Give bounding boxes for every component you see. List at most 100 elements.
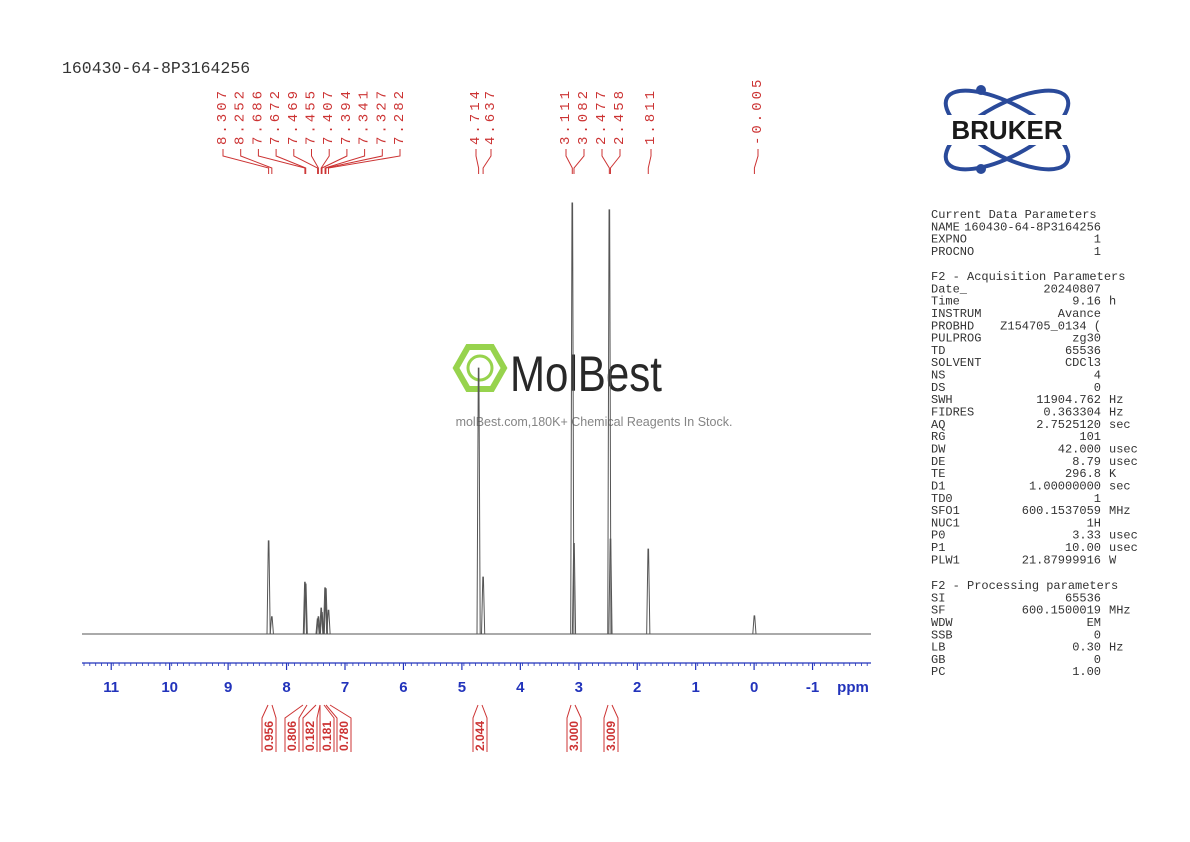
param-name: D1 xyxy=(931,479,945,493)
integral-label: 0.806 xyxy=(285,721,299,751)
x-tick-label: 1 xyxy=(691,679,699,696)
param-name: AQ xyxy=(931,418,945,432)
param-value: 3.33 xyxy=(1072,529,1101,543)
peak-connector xyxy=(325,149,383,174)
peak-label: 7.455 xyxy=(304,88,320,145)
peak-label: 7.686 xyxy=(250,88,266,145)
param-value: 160430-64-8P3164256 xyxy=(964,220,1101,234)
param-unit: usec xyxy=(1109,529,1138,543)
param-name: P0 xyxy=(931,529,945,543)
param-value: 9.16 xyxy=(1072,295,1101,309)
integral-bracket xyxy=(566,704,582,752)
peak-label: 7.282 xyxy=(392,88,408,145)
param-value: 1 xyxy=(1094,492,1101,506)
peak-label: 8.307 xyxy=(215,88,231,145)
peak xyxy=(608,538,613,635)
x-axis-label: ppm xyxy=(837,679,869,696)
peak-label: 4.714 xyxy=(468,88,484,145)
param-value: 21.87999916 xyxy=(1022,553,1101,567)
section-title: Current Data Parameters xyxy=(931,208,1097,222)
x-tick-label: 7 xyxy=(341,679,349,696)
peak xyxy=(266,540,271,635)
integral-bracket xyxy=(284,704,308,752)
peak-label: 1.811 xyxy=(643,88,659,145)
watermark-brand: MolBest xyxy=(510,346,662,402)
param-unit: sec xyxy=(1109,479,1131,493)
param-value: 10.00 xyxy=(1065,541,1101,555)
param-unit: usec xyxy=(1109,442,1138,456)
peak xyxy=(326,609,331,635)
param-name: P1 xyxy=(931,541,945,555)
x-tick-label: 0 xyxy=(750,679,758,696)
x-tick-label: 10 xyxy=(161,679,178,696)
param-value: 0 xyxy=(1094,653,1101,667)
param-value: 600.1500019 xyxy=(1022,604,1101,618)
param-name: TD xyxy=(931,344,945,358)
peak-connector xyxy=(753,149,759,174)
param-value: 600.1537059 xyxy=(1022,504,1101,518)
param-name: Time xyxy=(931,295,960,309)
peak-label: 7.469 xyxy=(286,88,302,145)
param-name: LB xyxy=(931,641,945,655)
integral-label: 0.181 xyxy=(320,721,334,751)
peak xyxy=(322,587,328,635)
param-unit: MHz xyxy=(1109,604,1131,618)
x-tick-label: 2 xyxy=(633,679,641,696)
x-tick-label: 5 xyxy=(458,679,466,696)
integral-bracket xyxy=(302,704,321,752)
peak-connector xyxy=(328,149,401,174)
peak xyxy=(319,611,325,635)
peak xyxy=(570,202,575,635)
hexagon xyxy=(452,344,508,392)
integral-label: 3.000 xyxy=(567,721,581,751)
param-value: 0.30 xyxy=(1072,641,1101,655)
param-value: 42.000 xyxy=(1058,442,1101,456)
peak-connector xyxy=(565,149,573,174)
peak xyxy=(269,616,274,635)
param-unit: usec xyxy=(1109,455,1138,469)
param-name: EXPNO xyxy=(931,233,967,247)
param-value: Z154705_0134 ( xyxy=(1000,319,1101,333)
peak-connector xyxy=(324,149,366,174)
param-name: WDW xyxy=(931,616,953,630)
x-tick-label: -1 xyxy=(806,679,819,696)
peak-label: -0.005 xyxy=(750,77,766,145)
integral-bracket xyxy=(472,704,488,752)
peak-connector xyxy=(311,149,319,174)
peak-label: 7.327 xyxy=(374,88,390,145)
watermark: MolBest molBest.com,180K+ Chemical Reage… xyxy=(452,344,732,429)
x-tick-label: 6 xyxy=(399,679,407,696)
dot xyxy=(976,164,986,174)
param-unit: usec xyxy=(1109,541,1138,555)
ring xyxy=(466,354,494,382)
peak-label: 3.111 xyxy=(558,88,574,145)
integral-label: 0.182 xyxy=(303,721,317,751)
integral-bracket xyxy=(325,704,352,752)
param-unit: Hz xyxy=(1109,641,1123,655)
integral-bracket xyxy=(603,704,619,752)
param-value: 11904.762 xyxy=(1036,393,1101,407)
peak-connector xyxy=(475,149,480,174)
peak-connector xyxy=(275,149,307,174)
param-name: DS xyxy=(931,381,945,395)
param-value: 1H xyxy=(1087,516,1101,530)
param-name: SOLVENT xyxy=(931,356,981,370)
param-name: FIDRES xyxy=(931,406,974,420)
param-name: NS xyxy=(931,369,945,383)
peak-connector xyxy=(321,149,348,174)
integral-label: 0.956 xyxy=(262,721,276,751)
peak-connector xyxy=(609,149,621,174)
sample-id: 160430-64-8P3164256 xyxy=(62,59,250,78)
x-tick-label: 3 xyxy=(575,679,583,696)
param-name: SI xyxy=(931,591,945,605)
peak-label: 4.637 xyxy=(483,88,499,145)
peak-label: 7.407 xyxy=(321,88,337,145)
param-value: 1 xyxy=(1094,233,1101,247)
peak-label: 8.252 xyxy=(233,88,249,145)
orbit xyxy=(943,88,1071,172)
peak-label: 2.477 xyxy=(594,88,610,145)
param-value: zg30 xyxy=(1072,332,1101,346)
param-name: DE xyxy=(931,455,945,469)
param-name: PULPROG xyxy=(931,332,981,346)
param-name: PROBHD xyxy=(931,319,974,333)
